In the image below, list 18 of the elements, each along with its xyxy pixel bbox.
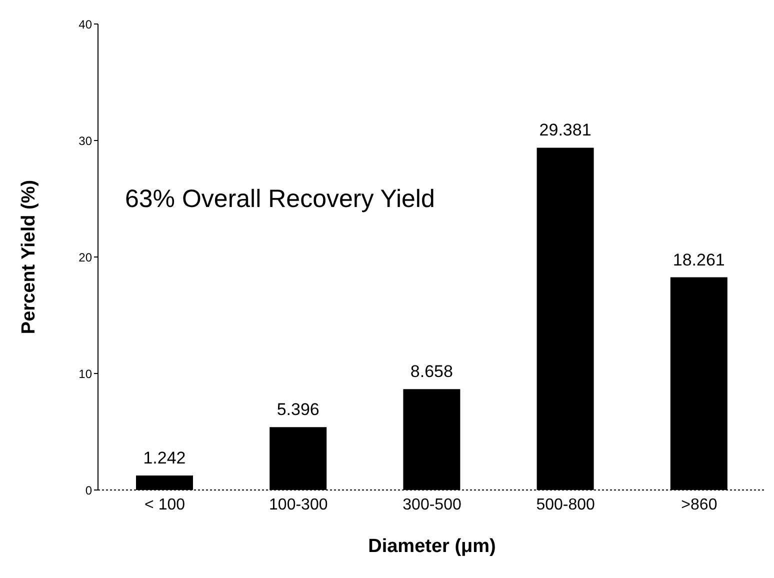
data-label: 5.396 [276, 400, 320, 420]
x-tick-label: 300-500 [402, 496, 462, 514]
data-label: 29.381 [539, 120, 592, 140]
x-tick-label: 100-300 [269, 496, 328, 514]
data-label: 1.242 [143, 448, 186, 468]
x-axis-title: Diameter (μm) [368, 536, 496, 557]
y-tick-label: 20 [78, 250, 92, 264]
y-axis-title: Percent Yield (%) [18, 180, 40, 334]
annotation: 63% Overall Recovery Yield [125, 185, 435, 214]
data-label: 8.658 [410, 362, 453, 382]
x-tick-label: >860 [681, 496, 718, 514]
x-tick-label: 500-800 [536, 496, 596, 514]
y-tick-label: 40 [78, 17, 92, 32]
data-label: 18.261 [672, 250, 725, 270]
y-tick-label: 0 [85, 483, 92, 498]
y-tick-label: 10 [78, 366, 92, 381]
y-tick-label: 30 [78, 134, 92, 148]
x-tick-label: < 100 [144, 496, 186, 514]
